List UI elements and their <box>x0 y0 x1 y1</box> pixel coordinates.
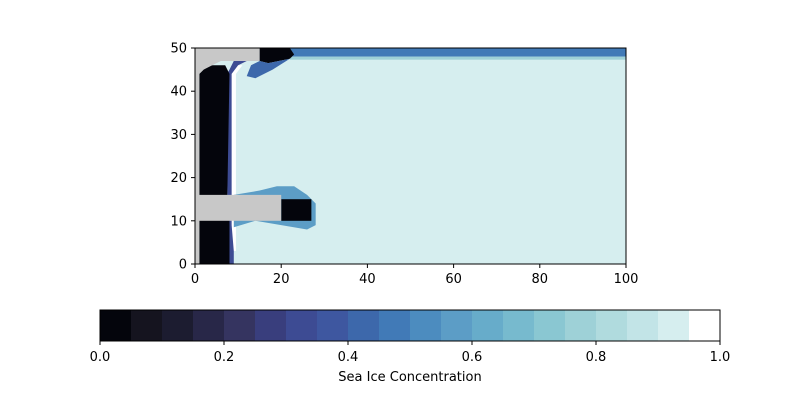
colorbar-swatch <box>441 310 473 341</box>
upper-wedge-cell <box>259 48 295 64</box>
colorbar-swatch <box>658 310 690 341</box>
colorbar-swatch <box>224 310 256 341</box>
y-tick-label: 50 <box>170 42 187 57</box>
colorbar-tick-label: 0.8 <box>586 350 607 365</box>
colorbar-tick-label: 0.2 <box>214 350 235 365</box>
western-strip-cell <box>199 65 230 264</box>
y-tick-label: 20 <box>170 171 187 186</box>
x-tick-label: 60 <box>445 272 462 287</box>
x-tick-label: 20 <box>273 272 290 287</box>
y-tick-label: 10 <box>170 214 187 229</box>
colorbar-frame <box>99 309 721 342</box>
heatmap <box>195 48 626 265</box>
colorbar-swatch <box>193 310 225 341</box>
colorbar-swatch <box>503 310 535 341</box>
ocean-interior-cell <box>195 48 626 264</box>
colorbar-swatch <box>689 310 721 341</box>
colorbar-swatch <box>286 310 318 341</box>
colorbar-swatch <box>162 310 194 341</box>
colorbar-tick-label: 0.0 <box>90 350 111 365</box>
colorbar-swatch <box>255 310 287 341</box>
y-tick-label: 30 <box>170 128 187 143</box>
colorbar: 0.0 0.2 0.4 0.6 0.8 1.0 <box>90 309 731 365</box>
colorbar-swatch <box>472 310 504 341</box>
y-tick-label: 40 <box>170 85 187 100</box>
colorbar-tick-label: 1.0 <box>710 350 731 365</box>
x-tick-label: 0 <box>191 272 199 287</box>
plot-frame <box>194 47 627 265</box>
colorbar-swatch <box>534 310 566 341</box>
upper-wedge-edge-cell <box>246 58 290 79</box>
colorbar-swatch <box>596 310 628 341</box>
y-tick-label: 0 <box>179 258 187 273</box>
colorbar-swatch <box>627 310 659 341</box>
colorbar-swatch <box>100 310 132 341</box>
top-boundary-cell <box>289 56 626 60</box>
top-boundary-cell <box>272 48 626 57</box>
peninsula-tip-cell <box>281 199 312 221</box>
x-tick-label: 100 <box>614 272 639 287</box>
peninsula-land-mask <box>195 194 282 221</box>
colorbar-swatch <box>379 310 411 341</box>
colorbar-tick-label: 0.4 <box>338 350 359 365</box>
plot-axes: 0 20 40 60 80 100 0 10 20 30 40 50 <box>170 42 638 288</box>
colorbar-label: Sea Ice Concentration <box>338 370 481 385</box>
colorbar-swatch <box>348 310 380 341</box>
colorbar-tick-label: 0.6 <box>462 350 483 365</box>
colorbar-swatch <box>131 310 163 341</box>
x-tick-label: 40 <box>359 272 376 287</box>
colorbar-swatch <box>410 310 442 341</box>
colorbar-swatch <box>317 310 349 341</box>
x-tick-label: 80 <box>532 272 549 287</box>
nw-land-mask <box>195 48 260 264</box>
colorbar-swatch <box>565 310 597 341</box>
